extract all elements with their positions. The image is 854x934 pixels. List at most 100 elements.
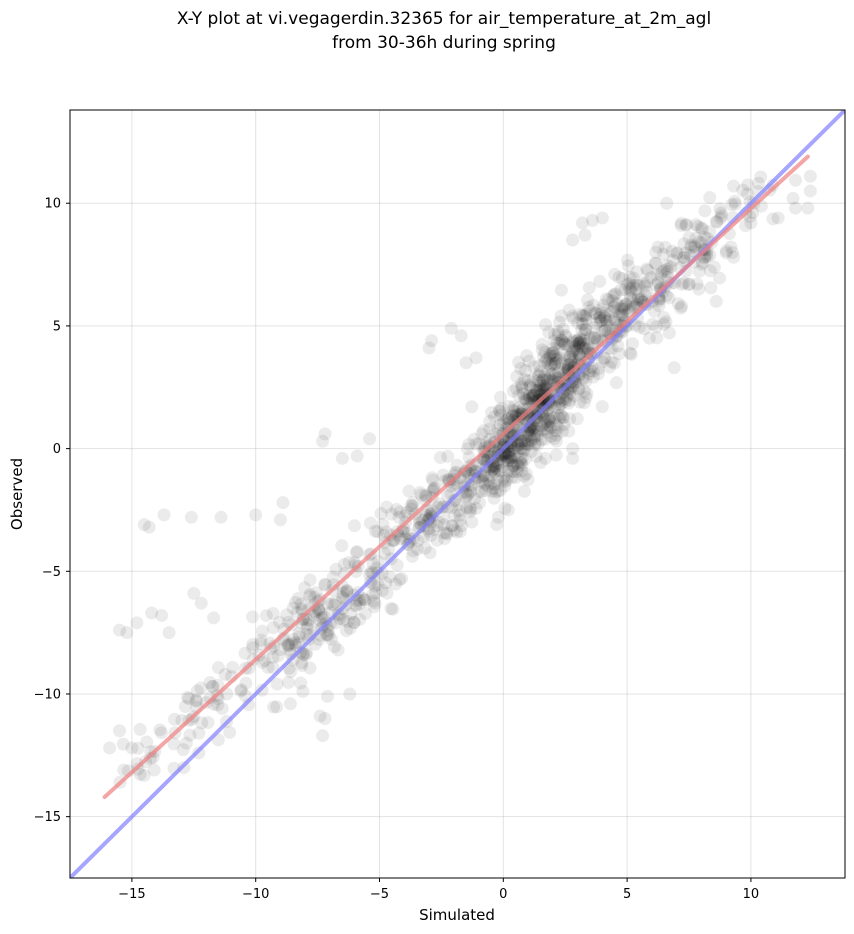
data-point	[120, 626, 134, 640]
data-point	[677, 251, 691, 265]
data-point	[226, 661, 240, 675]
data-point	[576, 341, 590, 355]
data-point	[771, 211, 785, 225]
data-point	[116, 737, 130, 751]
data-point	[661, 265, 675, 279]
data-point	[327, 640, 341, 654]
data-point	[611, 339, 625, 353]
data-point	[529, 424, 543, 438]
data-point	[340, 584, 354, 598]
data-point	[465, 400, 479, 414]
data-point	[462, 437, 476, 451]
data-point	[626, 293, 640, 307]
data-point	[113, 623, 127, 637]
data-point	[586, 370, 600, 384]
data-point	[467, 432, 481, 446]
data-point	[640, 285, 654, 299]
data-point	[642, 331, 656, 345]
data-point	[315, 611, 329, 625]
data-point	[386, 602, 400, 616]
data-point	[675, 299, 689, 313]
data-point	[577, 309, 591, 323]
data-point	[562, 339, 576, 353]
data-point	[316, 729, 330, 743]
data-point	[147, 763, 161, 777]
data-point	[624, 281, 638, 295]
data-point	[541, 418, 555, 432]
data-point	[547, 334, 561, 348]
data-point	[559, 392, 573, 406]
data-point	[501, 412, 515, 426]
data-point	[477, 424, 491, 438]
data-point	[541, 356, 555, 370]
data-point	[565, 352, 579, 366]
data-point	[715, 209, 729, 223]
data-point	[512, 388, 526, 402]
data-point	[576, 216, 590, 230]
data-point	[300, 618, 314, 632]
data-point	[616, 302, 630, 316]
data-point	[593, 274, 607, 288]
data-point	[535, 337, 549, 351]
data-point	[579, 308, 593, 322]
data-point	[728, 197, 742, 211]
data-point	[543, 349, 557, 363]
data-point	[689, 231, 703, 245]
data-point	[620, 277, 634, 291]
data-point	[579, 312, 593, 326]
data-point	[281, 639, 295, 653]
data-point	[703, 264, 717, 278]
data-point	[590, 332, 604, 346]
data-point	[515, 380, 529, 394]
data-point	[375, 583, 389, 597]
data-point	[501, 454, 515, 468]
data-point	[574, 333, 588, 347]
data-point	[523, 378, 537, 392]
data-point	[512, 459, 526, 473]
data-point	[671, 297, 685, 311]
data-point	[189, 693, 203, 707]
data-point	[520, 349, 534, 363]
data-point	[266, 607, 280, 621]
data-point	[531, 422, 545, 436]
data-point	[406, 495, 420, 509]
data-point	[440, 526, 454, 540]
data-point	[491, 457, 505, 471]
data-point	[550, 428, 564, 442]
data-point	[335, 451, 349, 465]
data-point	[513, 456, 527, 470]
data-point	[725, 198, 739, 212]
data-point	[238, 646, 252, 660]
data-point	[488, 465, 502, 479]
data-point	[515, 437, 529, 451]
data-point	[692, 264, 706, 278]
data-point	[308, 637, 322, 651]
data-point	[469, 502, 483, 516]
data-point	[464, 503, 478, 517]
data-point	[324, 632, 338, 646]
data-point	[507, 404, 521, 418]
data-point	[739, 219, 753, 233]
data-point	[614, 283, 628, 297]
data-point	[266, 660, 280, 674]
data-point	[526, 391, 540, 405]
data-point	[527, 360, 541, 374]
data-point	[549, 356, 563, 370]
data-point	[609, 376, 623, 390]
data-point	[588, 331, 602, 345]
data-point	[518, 392, 532, 406]
data-point	[544, 410, 558, 424]
data-point	[573, 335, 587, 349]
data-point	[578, 228, 592, 242]
data-point	[267, 639, 281, 653]
data-point	[282, 638, 296, 652]
data-point	[447, 523, 461, 537]
data-point	[546, 367, 560, 381]
data-point	[103, 741, 117, 755]
y-tick-label: 5	[53, 319, 61, 334]
data-point	[133, 722, 147, 736]
data-point	[531, 428, 545, 442]
data-point	[555, 424, 569, 438]
data-point	[615, 271, 629, 285]
data-point	[704, 281, 718, 295]
